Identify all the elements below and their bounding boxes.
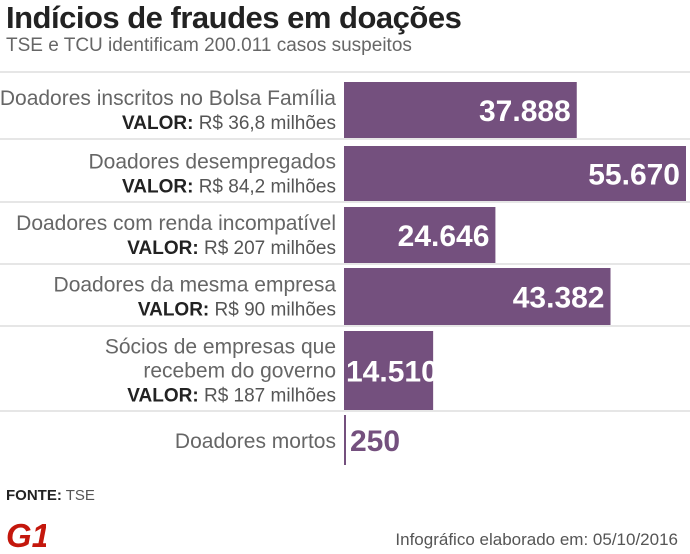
g1-logo-icon: G1 xyxy=(6,519,46,551)
bar-4 xyxy=(344,268,611,325)
valor-prefix: VALOR: xyxy=(138,300,215,321)
valor-label: VALOR: R$ 84,2 milhões xyxy=(122,177,336,198)
valor-prefix: VALOR: xyxy=(122,113,199,134)
chart-title: Indícios de fraudes em doações xyxy=(6,0,462,35)
valor-prefix: VALOR: xyxy=(127,238,204,259)
category-label: Sócios de empresas que xyxy=(105,336,336,359)
valor-amount: R$ 90 milhões xyxy=(215,300,336,321)
bar-value-label: 43.382 xyxy=(513,282,605,315)
bar-2 xyxy=(344,146,686,201)
chart-subtitle: TSE e TCU identificam 200.011 casos susp… xyxy=(6,35,412,56)
credit-note: Infográfico elaborado em: 05/10/2016 xyxy=(395,530,678,549)
valor-amount: R$ 207 milhões xyxy=(204,238,336,259)
bar-chart: 37.888 Doadores inscritos no Bolsa Famíli… xyxy=(0,71,690,465)
valor-label: VALOR: R$ 36,8 milhões xyxy=(122,113,336,134)
valor-label: VALOR: R$ 207 milhões xyxy=(127,238,336,259)
category-label: recebem do governo xyxy=(143,360,336,383)
category-label: Doadores da mesma empresa xyxy=(54,274,337,297)
category-label: Doadores com renda incompatível xyxy=(16,212,336,235)
valor-label: VALOR: R$ 187 milhões xyxy=(127,386,336,407)
valor-prefix: VALOR: xyxy=(127,386,204,407)
category-label: Doadores desempregados xyxy=(89,151,337,174)
bar-1 xyxy=(344,82,577,138)
source-prefix: FONTE: xyxy=(6,487,62,504)
bar-3 xyxy=(344,207,496,263)
category-label: Doadores inscritos no Bolsa Família xyxy=(0,87,336,110)
bar-value-label: 55.670 xyxy=(588,159,680,192)
source-note: FONTE: TSE xyxy=(6,487,95,504)
valor-amount: R$ 84,2 milhões xyxy=(199,177,336,198)
bar-5 xyxy=(344,331,434,410)
bar-value-label: 37.888 xyxy=(479,95,571,128)
category-label: Doadores mortos xyxy=(175,430,336,453)
valor-prefix: VALOR: xyxy=(122,177,199,198)
bar-value-label: 14.510 xyxy=(346,356,438,389)
bar-value-label: 250 xyxy=(350,425,400,458)
valor-amount: R$ 187 milhões xyxy=(204,386,336,407)
valor-amount: R$ 36,8 milhões xyxy=(199,113,336,134)
valor-label: VALOR: R$ 90 milhões xyxy=(138,300,336,321)
source-text: TSE xyxy=(65,487,95,504)
svg-text:G1: G1 xyxy=(6,519,46,551)
bar-6 xyxy=(344,415,346,465)
bar-value-label: 24.646 xyxy=(398,220,490,253)
